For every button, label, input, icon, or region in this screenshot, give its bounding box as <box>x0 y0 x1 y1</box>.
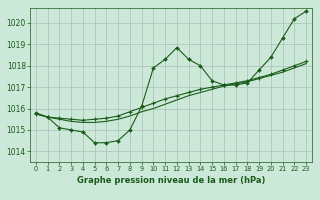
X-axis label: Graphe pression niveau de la mer (hPa): Graphe pression niveau de la mer (hPa) <box>77 176 265 185</box>
